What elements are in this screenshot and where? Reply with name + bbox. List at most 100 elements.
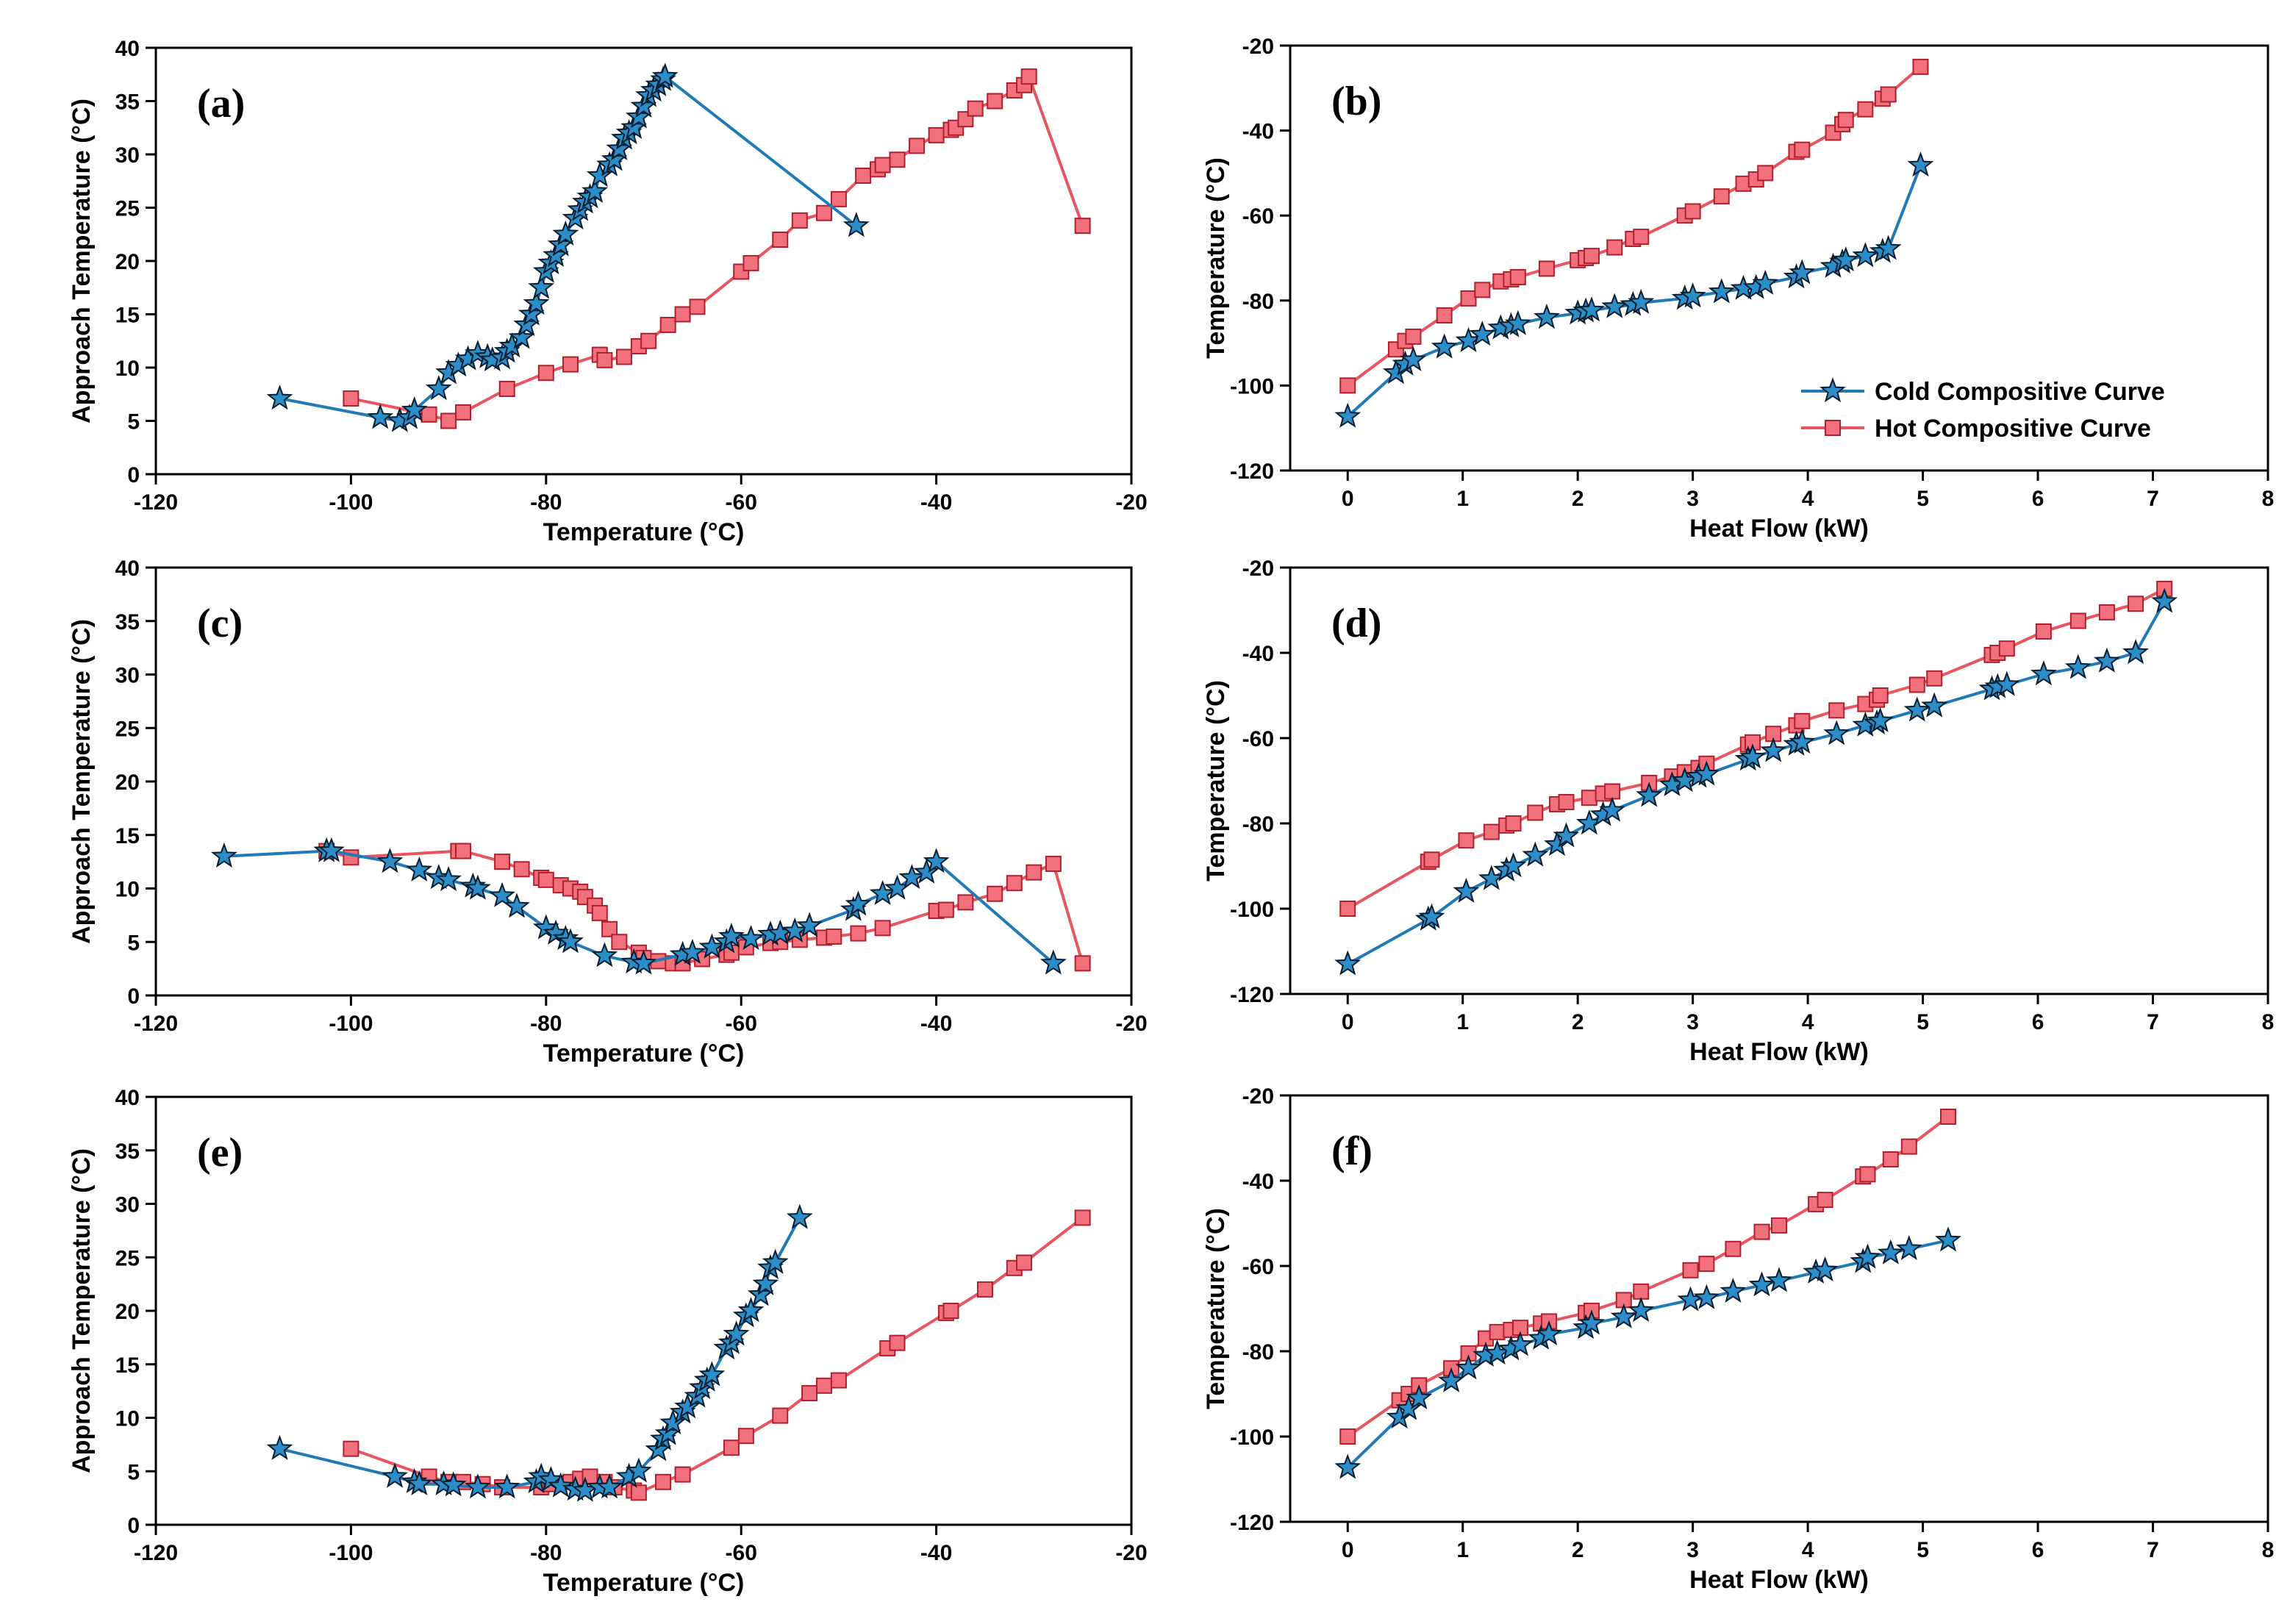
x-tick-label: -40 (920, 1012, 952, 1036)
hot-point (937, 901, 954, 918)
hot-point (1757, 165, 1774, 182)
cold-point (723, 1320, 750, 1346)
legend-cold-label: Cold Compositive Curve (1875, 378, 2165, 406)
cold-point (1693, 760, 1720, 786)
x-axis-title: Temperature (°C) (543, 1569, 745, 1597)
hot-point (743, 254, 759, 271)
hot-point (1725, 1240, 1742, 1257)
y-axis-title: Approach Temperature (°C) (68, 99, 96, 423)
series-line-cold (1346, 1239, 1949, 1469)
hot-point (909, 137, 926, 154)
y-tick-label: -80 (1242, 812, 1274, 837)
y-tick-label: -100 (1230, 898, 1274, 922)
hot-point (1859, 1166, 1876, 1183)
cold-point (1522, 841, 1549, 867)
hot-point (957, 894, 974, 911)
cold-point (582, 177, 609, 204)
hot-point (1713, 188, 1730, 205)
cold-point (528, 273, 555, 299)
cold-point (1533, 304, 1560, 329)
cold-point (401, 396, 428, 422)
hot-point (2069, 612, 2086, 629)
cold-point (1867, 707, 1894, 733)
legend: Cold Compositive Curve Hot Compositive Cu… (1801, 377, 2165, 443)
hot-point (1926, 670, 1943, 687)
hot-point (791, 212, 808, 229)
x-tick-label: 4 (1802, 1538, 1814, 1562)
x-tick-label: 8 (2262, 1010, 2275, 1034)
x-tick-label: 7 (2147, 1538, 2159, 1562)
hot-point (1998, 640, 2015, 657)
cold-point (552, 220, 579, 246)
cold-point (210, 842, 237, 868)
cold-point (1875, 235, 1902, 260)
cold-point (1907, 151, 1934, 177)
hot-point (1538, 260, 1555, 277)
cold-point (1334, 402, 1362, 428)
cold-point (266, 1434, 293, 1460)
cold-point (266, 384, 293, 410)
hot-point (343, 1440, 359, 1457)
cold-point (651, 62, 679, 88)
hot-point (830, 190, 847, 207)
cold-point (781, 917, 809, 942)
hot-point (830, 1372, 847, 1389)
legend-hot-label: Hot Compositive Curve (1875, 415, 2151, 443)
hot-point (1828, 702, 1845, 719)
panel-label: (e) (197, 1130, 243, 1176)
x-tick-label: 1 (1456, 1010, 1469, 1034)
x-axis-title: Temperature (°C) (543, 518, 745, 546)
cold-point (1453, 877, 1480, 904)
x-tick-label: 6 (2032, 1538, 2044, 1562)
hot-point (440, 412, 457, 429)
x-tick-label: 5 (1917, 487, 1929, 511)
cold-point (698, 933, 726, 959)
hot-point (1837, 112, 1854, 129)
cold-point (1720, 1277, 1747, 1303)
hot-point (537, 871, 554, 888)
cold-point (586, 162, 613, 187)
x-tick-label: -120 (134, 1012, 178, 1036)
hot-point (874, 920, 891, 937)
y-tick-label: -100 (1230, 1426, 1274, 1450)
hot-point (494, 854, 511, 870)
hot-point (1604, 783, 1621, 800)
hot-point (801, 1385, 818, 1402)
x-axis-title: Heat Flow (kW) (1689, 1566, 1869, 1594)
y-tick-label: -120 (1230, 459, 1274, 484)
cold-point (406, 856, 433, 881)
hot-point (815, 1377, 832, 1394)
hot-point (674, 1466, 691, 1483)
cold-point (1040, 949, 1067, 975)
cold-point (1406, 1384, 1433, 1410)
cold-point (1921, 692, 1948, 718)
cold-point (1935, 1226, 1961, 1252)
hot-point (1682, 1262, 1699, 1278)
cold-point (1708, 278, 1735, 304)
chart-panel-f: 0 1 2 3 4 5 6 7 8 -120 -100 -80 -60 -40 -20 Heat Flow (… (1202, 1084, 2274, 1594)
panel-label: (b) (1331, 79, 1381, 124)
x-tick-label: 3 (1686, 1010, 1699, 1034)
plot-frame (1289, 1094, 2269, 1523)
x-tick-label: 5 (1917, 1010, 1929, 1034)
cold-point (1334, 950, 1362, 976)
hot-point (611, 934, 628, 951)
cold-point (786, 1203, 813, 1229)
cold-point (1500, 852, 1527, 878)
y-tick-label: -40 (1242, 642, 1274, 666)
hot-point (1423, 851, 1440, 868)
y-tick-label: -80 (1242, 1340, 1274, 1364)
y-tick-label: -60 (1242, 727, 1274, 751)
hot-point (826, 928, 842, 945)
cold-point (1553, 822, 1580, 848)
hot-point (1339, 377, 1356, 394)
x-axis-title: Temperature (°C) (543, 1040, 745, 1067)
cold-point (1789, 259, 1816, 285)
x-tick-label: 0 (1342, 1538, 1354, 1562)
hot-point (596, 351, 613, 368)
y-tick-label: 15 (115, 1353, 140, 1378)
hot-point (343, 390, 359, 407)
hot-point (1912, 58, 1929, 75)
hot-point (1460, 290, 1477, 307)
plot-frame (154, 1095, 1133, 1526)
